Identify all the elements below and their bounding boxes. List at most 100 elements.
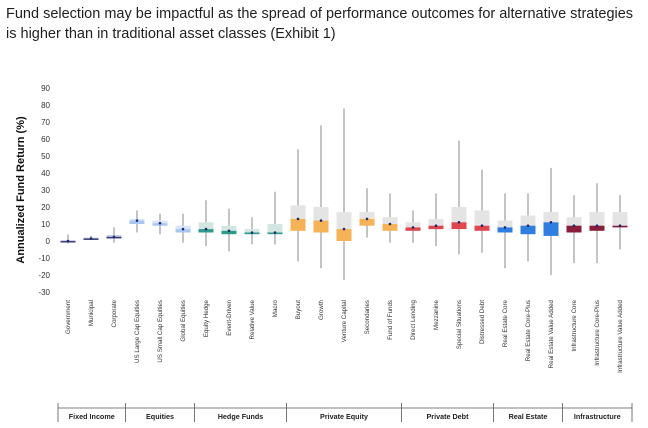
y-tick-label: -10 [38,254,50,263]
box-lower [221,230,237,235]
box-lower [589,225,605,231]
category-label: Infrastructure Value Added [617,299,624,372]
box-upper [405,222,421,228]
box-upper [175,225,191,230]
category-label: Buyout [295,300,302,320]
median-marker [135,219,139,222]
category-label: Real Estate Value Added [548,299,555,368]
median-marker [457,221,461,224]
category-label: Infrastructure Core [571,299,578,351]
median-marker [595,224,599,227]
median-marker [250,231,254,234]
box-upper [520,215,536,226]
box-upper [313,207,329,221]
box-lower [428,225,444,230]
group-label: Private Equity [320,412,368,421]
group-label: Infrastructure [574,412,621,421]
y-tick-label: 30 [41,186,50,195]
category-label: Macro [272,299,279,317]
median-marker [549,221,553,224]
median-marker [503,226,507,229]
median-marker [112,235,116,239]
category-label: Direct Lending [410,299,417,339]
median-marker [526,224,530,227]
box-upper [267,224,283,233]
category-label: Corporate [111,299,118,327]
median-marker [66,239,70,243]
median-marker [319,219,323,222]
median-marker [388,222,392,226]
box-lower [497,227,513,233]
y-axis-label: Annualized Fund Return (%) [15,116,27,264]
box-lower [359,218,375,226]
y-tick-label: 20 [41,203,50,212]
category-label: Mezzanine [433,299,440,329]
y-tick-label: 50 [41,152,50,161]
median-marker [227,229,231,233]
category-label: Event-Driven [226,299,233,335]
box-lower [129,220,145,224]
box-upper [359,212,375,219]
median-marker [204,227,208,231]
median-marker [273,231,277,234]
category-label: Global Equities [180,300,187,342]
box-lower [175,229,191,233]
y-tick-label: 0 [46,237,51,246]
y-tick-label: 60 [41,135,50,144]
y-tick-label: 40 [41,169,50,178]
box-upper [336,212,352,230]
median-marker [434,224,438,227]
y-tick-label: 80 [41,101,50,110]
box-upper [612,212,628,226]
box-upper [428,218,444,226]
category-label: Fund of Funds [387,300,394,340]
box-lower [313,220,329,233]
y-tick-label: -30 [38,288,50,297]
box-lower [405,227,421,231]
category-label: Special Situations [456,300,463,349]
box-upper [589,212,605,226]
group-label: Private Debt [427,412,470,421]
y-tick-label: -20 [38,271,50,280]
category-label: Real Estate Core [502,299,509,347]
group-label: Hedge Funds [218,412,264,421]
box-upper [497,220,513,228]
median-marker [572,224,576,227]
group-label: Equities [146,412,174,421]
box-lower [451,222,467,230]
y-tick-label: 10 [41,220,50,229]
category-label: Government [65,300,72,334]
group-label: Real Estate [509,412,548,421]
box-upper [543,212,559,223]
category-label: Secondaries [364,300,371,334]
box-lower [566,225,582,233]
box-lower [520,225,536,235]
median-marker [89,237,93,240]
box-upper [244,229,260,233]
box-upper [474,210,490,226]
box-upper [198,222,214,230]
category-label: Growth [318,299,325,320]
chart-title: Fund selection may be impactful as the s… [6,6,634,42]
category-label: Distressed Debt [479,300,486,344]
box-lower [543,222,559,236]
category-label: Relative Value [249,299,256,339]
box-upper [221,225,237,231]
box-upper [290,205,306,219]
box-upper [566,217,582,226]
box-upper [451,207,467,223]
category-label: US Small Cap Equities [157,300,164,363]
median-marker [342,227,346,231]
y-tick-label: 70 [41,118,50,127]
median-marker [181,227,185,231]
box-lower [474,225,490,231]
median-marker [365,217,369,221]
group-label: Fixed Income [69,412,115,421]
median-marker [158,221,162,225]
median-marker [480,224,484,227]
box-lower [336,229,352,241]
category-label: Venture Capital [341,300,348,342]
category-label: Municipal [88,300,95,326]
box-lower [198,229,214,233]
